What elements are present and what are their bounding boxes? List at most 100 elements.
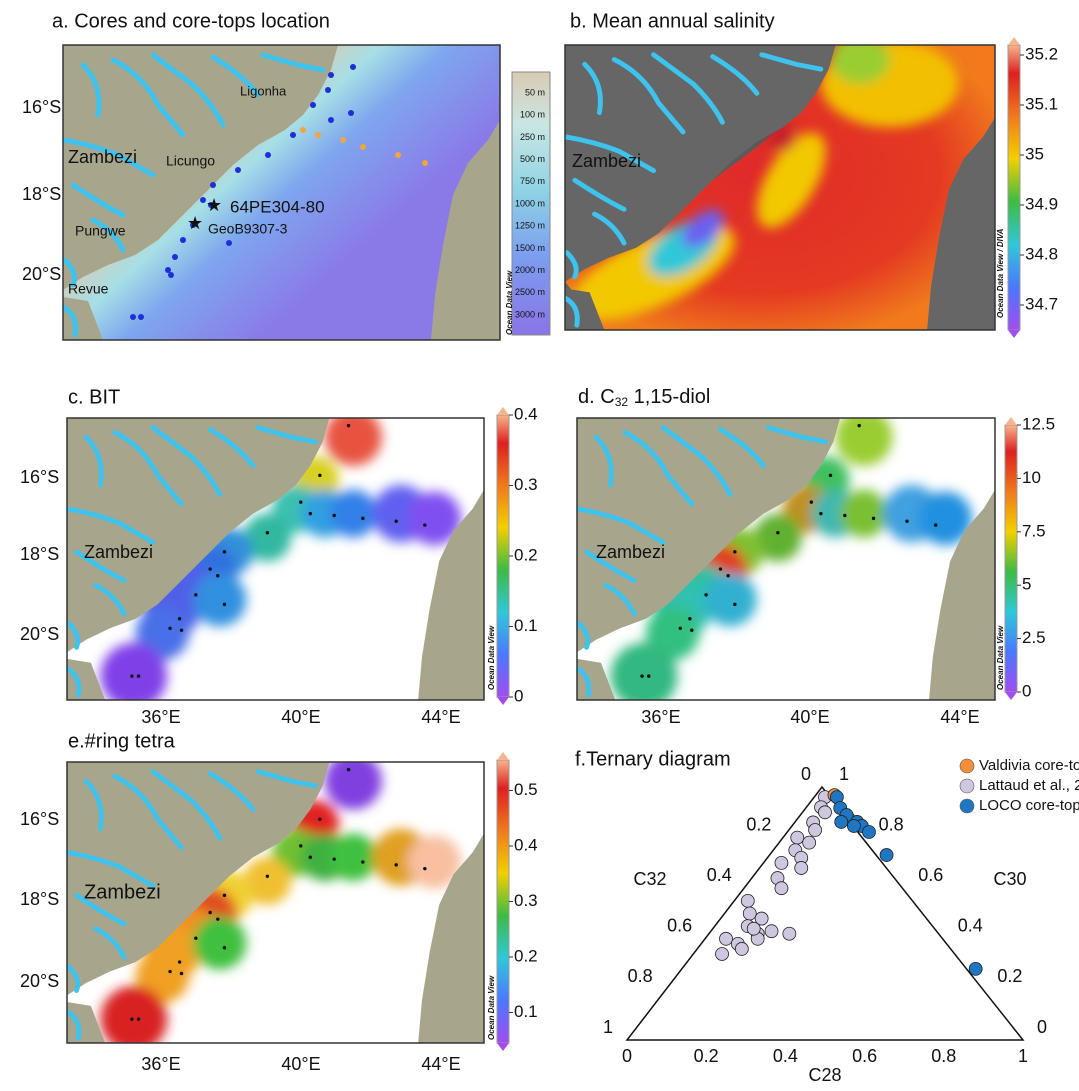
lon-label: 44°E [940,707,979,727]
map-b [559,35,995,339]
colorbar-label: 35 [1025,144,1044,163]
legend-label: 1250 m [515,221,545,231]
colorbar-label: 0.1 [514,616,538,635]
point [862,826,875,839]
lat-label: 16°S [22,97,61,117]
legend-marker [960,779,974,793]
legend-marker [960,799,974,813]
lat-label: 20°S [22,264,61,284]
point [783,927,796,940]
tick-label: 0.2 [694,1046,719,1066]
tick-label: 0.2 [997,966,1022,986]
axis-label: C28 [808,1065,841,1085]
place-label: Licungo [166,153,215,169]
point [795,861,808,874]
point [847,819,860,832]
place-label: Revue [68,281,109,297]
lon-label: 40°E [281,1054,320,1074]
colorbar-label: 0.1 [514,1002,538,1021]
colorbar-label: 0.2 [514,545,538,564]
legend-label: 250 m [520,132,545,142]
tick-label: 0 [622,1046,632,1066]
colorbar-end [497,407,509,415]
legend-label: 3000 m [515,309,545,319]
colorbar-label: 0.4 [514,835,538,854]
title-subscript: 32 [615,395,629,409]
credit: Ocean Data View [505,270,514,335]
point [743,907,756,920]
point [969,962,982,975]
colorbar-label: 35.1 [1025,94,1058,113]
place-label: Pungwe [75,223,126,239]
tick-label: 0.8 [879,814,904,834]
legend-label: 100 m [520,110,545,120]
point [716,947,729,960]
colorbar-label: 0.3 [514,475,538,494]
colorbar-label: 2.5 [1022,628,1046,647]
lat-label: 18°S [20,544,59,564]
lat-label: 16°S [20,809,59,829]
tick-label: 1 [839,764,849,784]
colorbar [1008,45,1020,330]
axis-label: C30 [993,869,1026,889]
panel-title: f.Ternary diagram [575,748,731,770]
legend-label: 1000 m [515,198,545,208]
colorbar-end [497,1043,509,1051]
point [775,882,788,895]
place-label: Zambezi [572,151,641,171]
panel-title: b. Mean annual salinity [570,10,775,32]
lon-label: 44°E [421,1054,460,1074]
lat-label: 18°S [22,184,61,204]
star: ★ [187,213,203,233]
colorbar-label: 7.5 [1022,521,1046,540]
colorbar-label: 0.5 [514,780,538,799]
star: ★ [206,195,222,215]
point [803,836,816,849]
tick-label: 0.4 [958,916,983,936]
lon-label: 44°E [421,707,460,727]
ternary-frame [627,787,1023,1040]
colorbar-end [1005,692,1017,700]
tick-label: 0.8 [931,1046,956,1066]
colorbar-label: 34.8 [1025,244,1058,263]
lat-label: 20°S [20,624,59,644]
credit: Ocean Data View [487,975,496,1040]
legend-label: 1500 m [515,243,545,253]
point [735,942,748,955]
credit: Ocean Data View / DIVA [996,228,1005,318]
point [720,932,733,945]
lat-label: 20°S [20,971,59,991]
legend-label: Lattaud et al., 2017 [979,777,1079,794]
title-part: 1,15-diol [628,386,710,408]
colorbar-label: 34.7 [1025,294,1058,313]
legend-label: 750 m [520,176,545,186]
site-label: GeoB9307-3 [208,221,288,237]
colorbar-label: 34.9 [1025,194,1058,213]
legend-label: 2500 m [515,287,545,297]
place-label: Zambezi [84,542,153,562]
tick-label: 0.4 [773,1046,798,1066]
tick-label: 0.6 [852,1046,877,1066]
panel-title: d. C32 1,15-diol [578,386,710,409]
point [791,831,804,844]
colorbar-label: 10 [1022,468,1041,487]
colorbar-label: 0 [514,686,523,705]
point [747,922,760,935]
legend-label: 500 m [520,154,545,164]
legend-label: LOCO core-tops [979,797,1079,814]
panel-title: a. Cores and core-tops location [52,10,330,32]
legend-label: 50 m [525,87,545,97]
tick-label: 0.8 [628,966,653,986]
colorbar-label: 0.3 [514,891,538,910]
legend-label: Valdivia core-tops [979,757,1079,774]
tick-label: 0.2 [746,814,771,834]
point [741,894,754,907]
tick-label: 0 [801,764,811,784]
point [880,849,893,862]
lon-label: 36°E [141,1054,180,1074]
figure: a. Cores and core-tops location 16°S 18°… [0,0,1079,1086]
lat-label: 16°S [20,467,59,487]
tick-label: 1 [1018,1046,1028,1066]
tick-label: 0 [1037,1017,1047,1037]
place-label: Zambezi [596,542,665,562]
